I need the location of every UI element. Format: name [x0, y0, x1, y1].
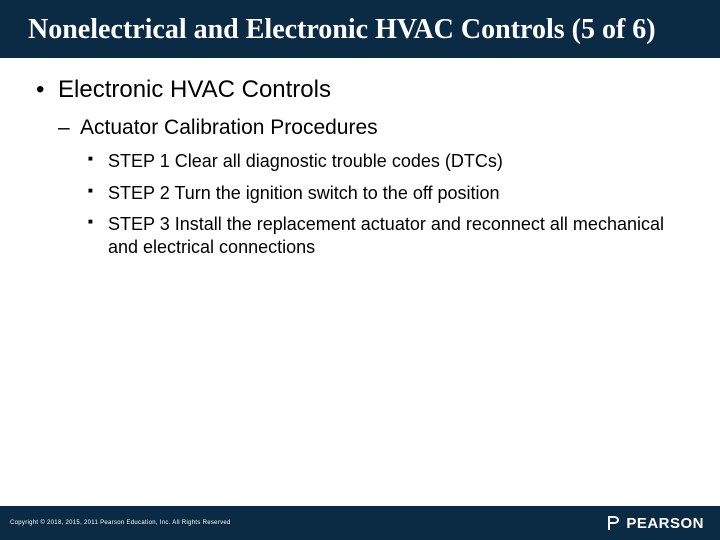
pearson-logo-icon	[606, 514, 620, 532]
pearson-logo: PEARSON	[606, 514, 704, 532]
list-item-text: STEP 1 Clear all diagnostic trouble code…	[108, 151, 503, 171]
content-area: Electronic HVAC Controls Actuator Calibr…	[0, 58, 720, 540]
bullet-list-level1: Electronic HVAC Controls Actuator Calibr…	[36, 76, 684, 260]
pearson-logo-text: PEARSON	[626, 515, 704, 532]
title-bar: Nonelectrical and Electronic HVAC Contro…	[0, 0, 720, 58]
slide-container: { "title": { "text": "Nonelectrical and …	[0, 0, 720, 540]
bullet-list-level2: Actuator Calibration Procedures STEP 1 C…	[58, 116, 684, 260]
list-item-text: STEP 2 Turn the ignition switch to the o…	[108, 183, 500, 203]
list-item-text: Electronic HVAC Controls	[58, 76, 331, 103]
copyright-text: Copyright © 2018, 2015, 2011 Pearson Edu…	[10, 520, 231, 526]
footer-bar: Copyright © 2018, 2015, 2011 Pearson Edu…	[0, 506, 720, 540]
slide-title: Nonelectrical and Electronic HVAC Contro…	[28, 14, 692, 46]
list-item: STEP 3 Install the replacement actuator …	[80, 213, 684, 260]
list-item-text: STEP 3 Install the replacement actuator …	[108, 214, 664, 257]
list-item: Electronic HVAC Controls Actuator Calibr…	[36, 76, 684, 260]
bullet-list-level3: STEP 1 Clear all diagnostic trouble code…	[80, 150, 684, 260]
list-item: Actuator Calibration Procedures STEP 1 C…	[58, 116, 684, 260]
list-item-text: Actuator Calibration Procedures	[80, 116, 378, 139]
list-item: STEP 2 Turn the ignition switch to the o…	[80, 182, 684, 205]
list-item: STEP 1 Clear all diagnostic trouble code…	[80, 150, 684, 173]
